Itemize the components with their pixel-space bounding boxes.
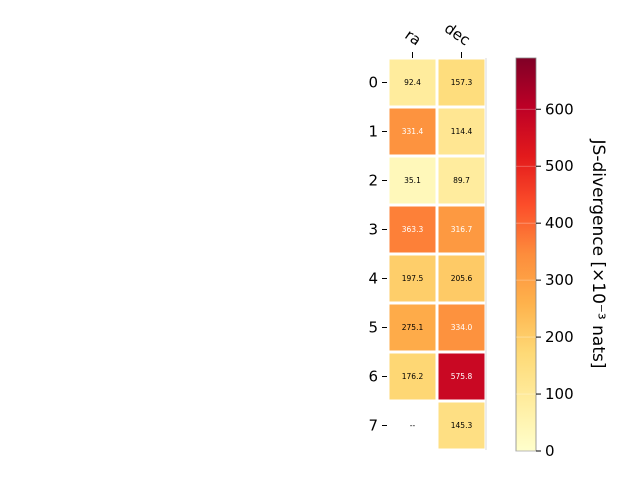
cell-value-label: 157.3 bbox=[451, 78, 473, 87]
heatmap-cell bbox=[389, 353, 436, 400]
row-label: 2 bbox=[368, 172, 378, 190]
heatmap-cell bbox=[389, 304, 436, 351]
column-label: dec bbox=[441, 19, 473, 49]
heatmap-cell bbox=[438, 353, 485, 400]
row-label: 7 bbox=[368, 417, 378, 435]
heatmap-cell bbox=[438, 255, 485, 302]
colorbar-tick-label: 300 bbox=[545, 271, 574, 289]
colorbar-tick-label: 100 bbox=[545, 385, 574, 403]
row-labels: 0 1 2 3 4 5 6 7 bbox=[368, 74, 387, 435]
colorbar-gradient bbox=[515, 57, 537, 452]
row-label: 5 bbox=[368, 319, 378, 337]
colorbar-tick-label: 600 bbox=[545, 100, 574, 118]
cell-value-label: 275.1 bbox=[402, 323, 424, 332]
heatmap-cell bbox=[438, 108, 485, 155]
cell-value-label: 316.7 bbox=[451, 225, 473, 234]
column-label: ra bbox=[402, 26, 425, 50]
column-labels: ra dec bbox=[402, 19, 474, 58]
row-label: 0 bbox=[368, 74, 378, 92]
heatmap-cell bbox=[438, 59, 485, 106]
heatmap-cell bbox=[389, 59, 436, 106]
colorbar-tick-label: 500 bbox=[545, 157, 574, 175]
heatmap-cell bbox=[389, 108, 436, 155]
row-label: 4 bbox=[368, 270, 378, 288]
heatmap-cell bbox=[438, 206, 485, 253]
colorbar-tick-label: 0 bbox=[545, 442, 555, 460]
heatmap-cell bbox=[389, 157, 436, 204]
heatmap-grid: 92.4 157.3 331.4 114.4 35.1 89.7 363.3 316.7 197… bbox=[389, 58, 487, 450]
heatmap-cell bbox=[389, 255, 436, 302]
heatmap-cell bbox=[438, 304, 485, 351]
heatmap-cell bbox=[438, 402, 485, 449]
row-label: 6 bbox=[368, 368, 378, 386]
colorbar-tick-label: 200 bbox=[545, 328, 574, 346]
heatmap-cell bbox=[389, 206, 436, 253]
cell-value-label: 197.5 bbox=[402, 274, 424, 283]
colorbar: 0 100 200 300 400 500 600 bbox=[515, 57, 574, 460]
cell-value-label: 334.0 bbox=[451, 323, 473, 332]
heatmap-cell bbox=[438, 157, 485, 204]
cell-value-label: 205.6 bbox=[451, 274, 473, 283]
cell-value-label: 363.3 bbox=[402, 225, 424, 234]
row-label: 1 bbox=[368, 123, 378, 141]
cell-value-label: 575.8 bbox=[451, 372, 473, 381]
cell-value-label: 89.7 bbox=[453, 176, 470, 185]
cell-value-label: 92.4 bbox=[404, 78, 421, 87]
colorbar-label: JS-divergence [×10⁻³ nats] bbox=[588, 139, 608, 369]
cell-value-label: 35.1 bbox=[404, 176, 421, 185]
cell-value-label: 331.4 bbox=[402, 127, 424, 136]
cell-value-label: -- bbox=[410, 421, 416, 430]
cell-value-label: 145.3 bbox=[451, 421, 473, 430]
cell-value-label: 114.4 bbox=[451, 127, 473, 136]
row-label: 3 bbox=[368, 221, 378, 239]
colorbar-tick-label: 400 bbox=[545, 214, 574, 232]
cell-value-label: 176.2 bbox=[402, 372, 424, 381]
